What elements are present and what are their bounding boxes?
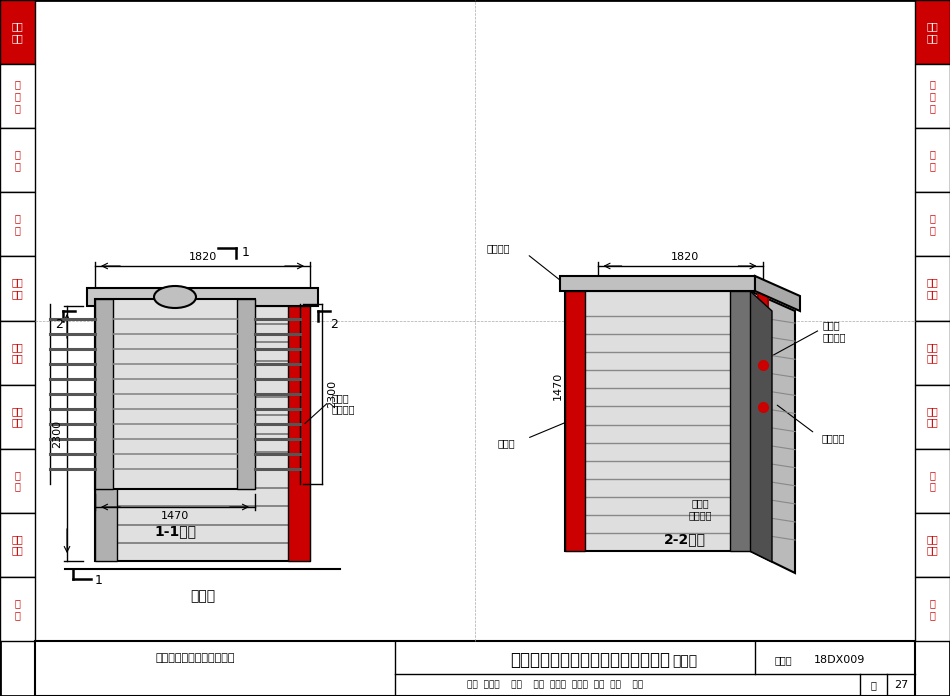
Polygon shape <box>750 291 772 562</box>
Bar <box>0 513 35 577</box>
Text: 读卡幕
出磁立柱: 读卡幕 出磁立柱 <box>332 393 355 414</box>
Text: 附
录: 附 录 <box>929 598 936 619</box>
Text: 供
配
电: 供 配 电 <box>14 79 21 113</box>
Text: 2: 2 <box>55 319 63 331</box>
Text: 出磁立柱: 出磁立柱 <box>486 243 510 253</box>
Text: 2300: 2300 <box>52 420 62 448</box>
Text: 1470: 1470 <box>553 372 562 400</box>
Text: 1-1剖面: 1-1剖面 <box>154 524 196 538</box>
Polygon shape <box>750 291 795 573</box>
Bar <box>915 64 950 128</box>
Text: 1: 1 <box>95 574 103 587</box>
Text: 读卡幕
出磁立柱: 读卡幕 出磁立柱 <box>823 320 846 342</box>
Text: 监
控: 监 控 <box>14 214 21 235</box>
Text: 工程
示例: 工程 示例 <box>926 534 939 555</box>
Text: 出磁立柱: 出磁立柱 <box>822 434 846 443</box>
Bar <box>915 128 950 192</box>
Polygon shape <box>560 276 755 291</box>
Bar <box>593 291 602 481</box>
Text: 2300: 2300 <box>327 380 337 408</box>
Bar <box>915 192 950 256</box>
Polygon shape <box>730 291 750 551</box>
Text: 人行出入口通道闸安装示意图（二）: 人行出入口通道闸安装示意图（二） <box>510 651 670 669</box>
Bar <box>0 128 35 192</box>
Text: 页: 页 <box>870 680 877 690</box>
Bar <box>915 0 950 64</box>
Bar <box>0 64 35 128</box>
Bar <box>915 449 950 513</box>
Text: 工程
示例: 工程 示例 <box>11 534 24 555</box>
Bar <box>95 299 113 489</box>
Bar <box>0 320 35 385</box>
Text: 网络
布线: 网络 布线 <box>926 278 939 299</box>
Text: 供
配
电: 供 配 电 <box>929 79 936 113</box>
Text: 27: 27 <box>894 680 908 690</box>
Bar <box>35 641 915 696</box>
Text: 接
地: 接 地 <box>929 150 936 171</box>
Bar <box>87 288 318 306</box>
Text: 接
地: 接 地 <box>14 150 21 171</box>
Bar <box>915 256 950 320</box>
Polygon shape <box>565 291 750 551</box>
Text: 附
录: 附 录 <box>14 598 21 619</box>
Text: 消
防: 消 防 <box>14 470 21 491</box>
Bar <box>915 320 950 385</box>
Bar <box>915 513 950 577</box>
Bar <box>915 385 950 449</box>
Bar <box>0 0 35 64</box>
Bar <box>0 385 35 449</box>
Bar <box>95 306 310 561</box>
Text: 2-2剖面: 2-2剖面 <box>664 532 706 546</box>
Bar <box>0 192 35 256</box>
Text: 2: 2 <box>330 319 338 331</box>
Bar <box>0 256 35 320</box>
Text: 效果图: 效果图 <box>673 654 697 668</box>
Bar <box>915 577 950 641</box>
Text: 空气
调节: 空气 调节 <box>926 406 939 427</box>
Text: 监
控: 监 控 <box>929 214 936 235</box>
Text: 18DX009: 18DX009 <box>814 655 865 665</box>
Ellipse shape <box>154 286 196 308</box>
Text: 建筑
结构: 建筑 结构 <box>926 22 939 43</box>
Text: 电磁
屏蔽: 电磁 屏蔽 <box>926 342 939 363</box>
Text: 空气
调节: 空气 调节 <box>11 406 24 427</box>
Bar <box>237 299 255 489</box>
Text: 1470: 1470 <box>161 511 189 521</box>
Text: 1820: 1820 <box>188 252 217 262</box>
Bar <box>602 365 768 407</box>
Bar <box>288 306 310 561</box>
Bar <box>0 449 35 513</box>
Text: 读卡幕
出磁立柱: 读卡幕 出磁立柱 <box>688 498 712 520</box>
Text: 1: 1 <box>241 246 249 260</box>
Text: 读卡幕: 读卡幕 <box>498 438 515 448</box>
Polygon shape <box>520 576 825 621</box>
Text: 网络
布线: 网络 布线 <box>11 278 24 299</box>
Bar <box>95 306 117 561</box>
Bar <box>757 291 768 481</box>
Polygon shape <box>755 276 800 311</box>
Text: 建筑
结构: 建筑 结构 <box>11 22 24 43</box>
Text: 电磁
屏蔽: 电磁 屏蔽 <box>11 342 24 363</box>
Text: 图集号: 图集号 <box>774 655 791 665</box>
Text: 1820: 1820 <box>671 252 699 262</box>
Text: 审核  韩景华    郭择    校对  吴怀鹏  鲁山城  设计  史新    审试: 审核 韩景华 郭择 校对 吴怀鹏 鲁山城 设计 史新 审试 <box>467 681 643 690</box>
Text: 立面图: 立面图 <box>190 589 215 603</box>
Bar <box>0 577 35 641</box>
Text: 注：此页为十字转闸形式。: 注：此页为十字转闸形式。 <box>155 653 235 663</box>
Bar <box>95 299 255 489</box>
Polygon shape <box>565 291 585 551</box>
Text: 消
防: 消 防 <box>929 470 936 491</box>
